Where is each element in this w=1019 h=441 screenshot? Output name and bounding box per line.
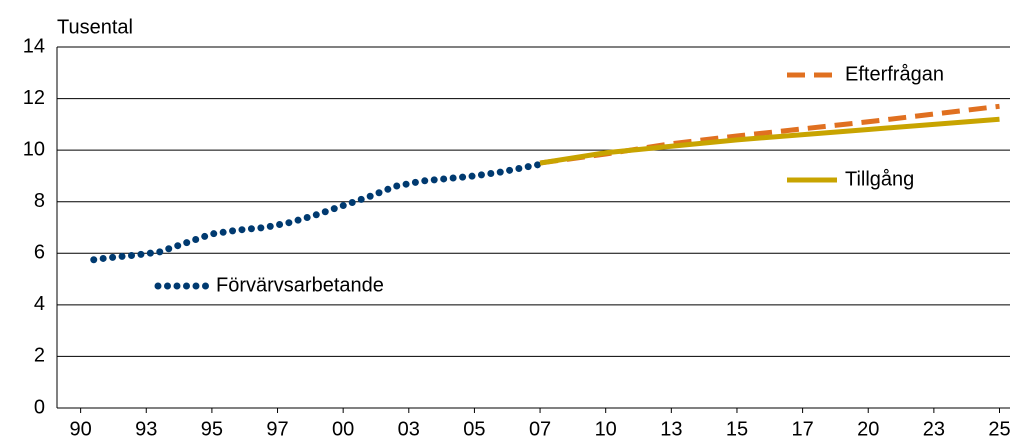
x-tick-label: 23: [923, 418, 945, 440]
x-tick-label: 20: [857, 418, 879, 440]
y-axis-label: Tusental: [57, 16, 133, 38]
x-tick-label: 13: [660, 418, 682, 440]
x-tick-label: 05: [463, 418, 485, 440]
x-tick-label: 17: [791, 418, 813, 440]
series-line: [539, 116, 1000, 166]
y-tick-label: 2: [34, 345, 45, 367]
y-tick-label: 14: [23, 35, 45, 57]
y-tick-label: 8: [34, 190, 45, 212]
x-tick-label: 00: [332, 418, 354, 440]
x-tick-label: 93: [135, 418, 157, 440]
y-tick-label: 10: [23, 138, 45, 160]
x-tick-label: 25: [988, 418, 1010, 440]
legend-label: Tillgång: [845, 168, 914, 190]
y-tick-label: 6: [34, 242, 45, 264]
x-tick-label: 07: [529, 418, 551, 440]
x-tick-label: 90: [70, 418, 92, 440]
x-tick-label: 15: [726, 418, 748, 440]
x-tick-label: 97: [266, 418, 288, 440]
y-tick-label: 0: [34, 396, 45, 418]
legend-label: Förvärvsarbetande: [216, 274, 384, 296]
y-tick-label: 12: [23, 87, 45, 109]
x-tick-label: 03: [398, 418, 420, 440]
legend-label: Efterfrågan: [845, 63, 944, 85]
x-tick-label: 10: [595, 418, 617, 440]
y-tick-label: 4: [34, 293, 45, 315]
series-line: [90, 160, 544, 264]
x-tick-label: 95: [201, 418, 223, 440]
